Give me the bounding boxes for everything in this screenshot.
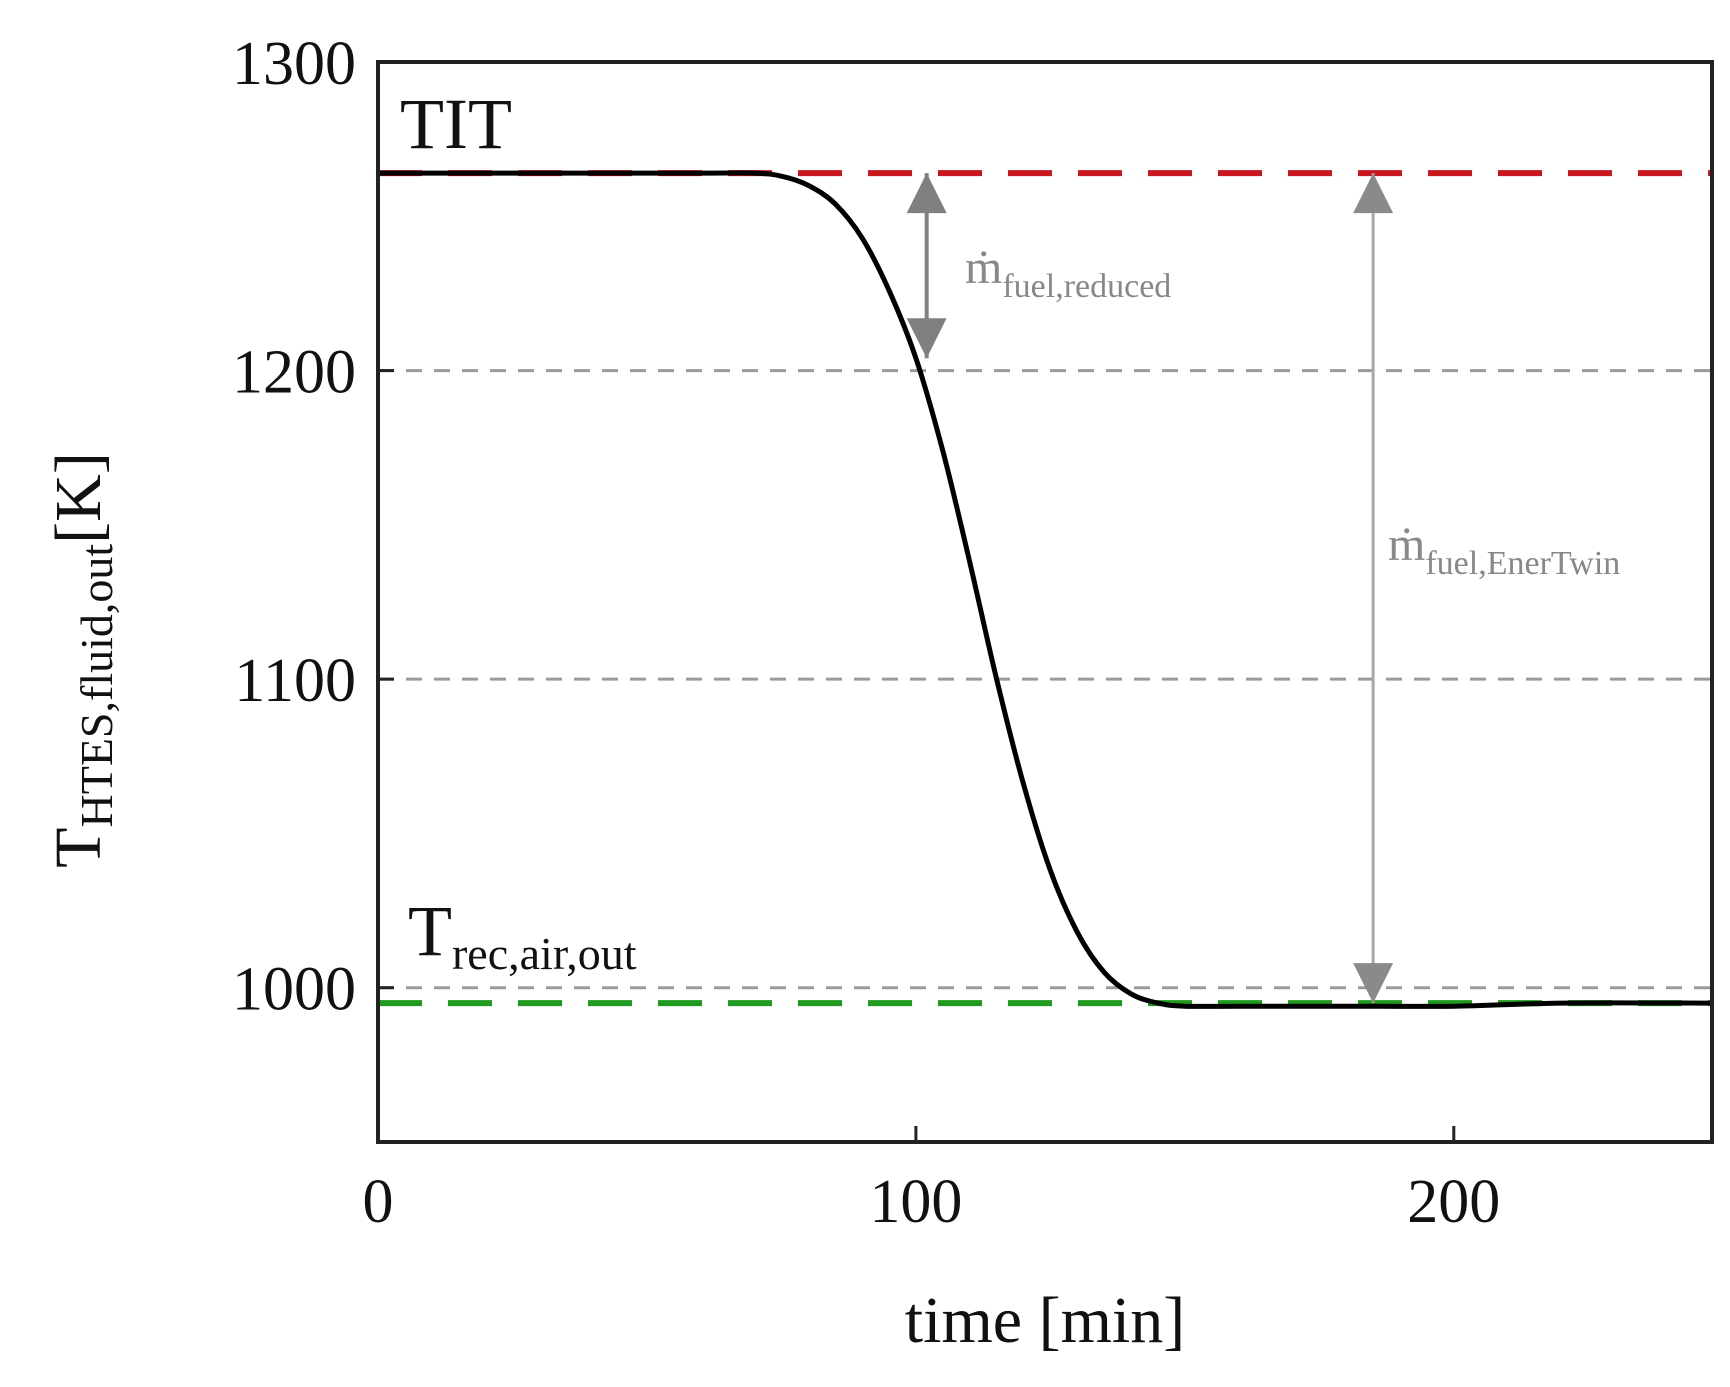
trec-label: Trec,air,out [408,891,637,979]
axis-ticks: 0 100 200 1000 1100 1200 1300 [232,30,1500,1236]
series-group [377,170,1713,1009]
y-tick-label-1000: 1000 [232,956,356,1024]
y-tick-label-1200: 1200 [232,339,356,407]
m-fuel-reduced-label: ṁfuel,reduced [965,241,1171,305]
y-tick-label-1100: 1100 [234,647,356,715]
plot-frame [376,60,1714,1144]
x-axis-title: time [min] [905,1284,1185,1357]
x-tick-label-200: 200 [1407,1168,1500,1236]
x-tick-label-0: 0 [363,1168,394,1236]
series-line-0 [377,170,1713,1009]
x-tick-label-100: 100 [869,1168,962,1236]
annotations [906,173,1394,1004]
tit-label: TIT [400,84,512,164]
m-fuel-enertwin-label: ṁfuel,EnerTwin [1388,518,1620,582]
y-tick-label-1300: 1300 [232,30,356,98]
grid-lines [378,369,1712,990]
y-axis-title: THTES,fluid,out[K] [42,452,122,868]
